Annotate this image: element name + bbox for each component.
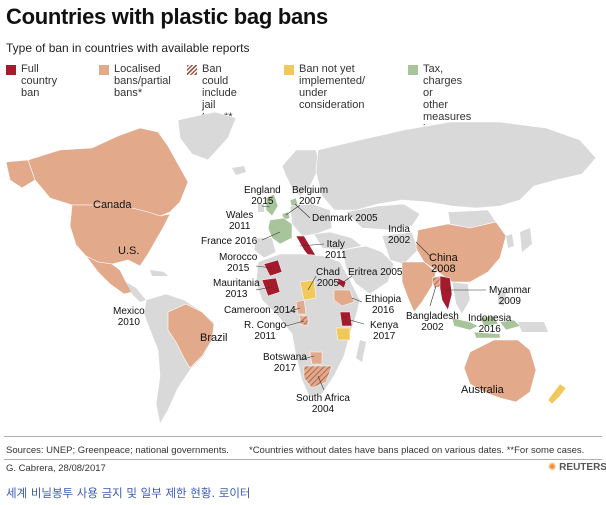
- iberia: [253, 237, 277, 259]
- iceland: [232, 166, 246, 175]
- botswana: [309, 351, 323, 365]
- not-yet-swatch: [284, 65, 294, 75]
- label-france: France 2016: [201, 236, 258, 247]
- label-rcongo: R. Congo 2011: [244, 320, 287, 342]
- label-indonesia: Indonesia 2016: [468, 313, 512, 335]
- label-denmark: Denmark 2005: [312, 213, 378, 224]
- photo-caption: 세계 비닐봉투 사용 금지 및 일부 제한 현황. 로이터: [6, 486, 251, 500]
- label-us: U.S.: [118, 245, 140, 257]
- label-india: India 2002: [388, 224, 411, 246]
- localised-swatch: [99, 65, 109, 75]
- world-map: [5, 111, 597, 425]
- footnote: *Countries without dates have bans place…: [249, 445, 585, 456]
- kazakhstan: [345, 203, 421, 231]
- label-bangladesh: Bangladesh 2002: [406, 311, 459, 333]
- scandinavia: [281, 149, 321, 197]
- label-south-africa: South Africa 2004: [296, 393, 350, 415]
- label-botswana: Botswana 2017: [263, 352, 307, 374]
- label-kenya: Kenya 2017: [370, 320, 399, 342]
- reuters-wordmark: REUTERS: [559, 462, 606, 473]
- label-australia: Australia: [461, 384, 504, 396]
- label-myanmar: Myanmar 2009: [489, 285, 531, 307]
- graphic-credit: G. Cabrera, 28/08/2017: [6, 463, 106, 474]
- map-subtitle: Type of ban in countries with available …: [6, 41, 250, 55]
- brazil: [167, 303, 215, 369]
- new-guinea: [518, 322, 548, 332]
- legend-label: Ban not yet implemented/ under considera…: [299, 63, 366, 111]
- australia: [463, 339, 537, 403]
- uk: [265, 193, 279, 217]
- greenland: [177, 111, 237, 161]
- cameroon: [295, 299, 307, 315]
- label-ethiopia: Ethiopia 2016: [365, 294, 402, 316]
- korea-japan: [506, 228, 532, 252]
- label-china: China 2008: [429, 252, 458, 275]
- madagascar: [356, 340, 366, 362]
- label-eritrea: Eritrea 2005: [348, 267, 403, 278]
- reuters-mark-icon: ✺: [548, 462, 557, 473]
- legend-label: Full country ban: [21, 63, 58, 99]
- tanzania: [335, 327, 351, 341]
- jail-hatch-swatch: [187, 65, 197, 75]
- label-morocco: Morocco 2015: [219, 252, 258, 274]
- usa: [69, 204, 171, 267]
- label-canada: Canada: [93, 199, 132, 211]
- sources-note: Sources: UNEP; Greenpeace; national gove…: [6, 445, 229, 456]
- kenya: [339, 311, 353, 327]
- map-title: Countries with plastic bag bans: [6, 4, 328, 29]
- legend-label: Localised bans/partial bans*: [114, 63, 171, 99]
- southeast-asia: [451, 281, 471, 315]
- russia: [315, 121, 597, 211]
- iran-afg: [381, 231, 419, 265]
- morocco: [263, 259, 283, 277]
- label-cameroon: Cameroon 2014: [224, 305, 296, 316]
- full-ban-swatch: [6, 65, 16, 75]
- label-chad: Chad 2005: [316, 267, 340, 289]
- label-brazil: Brazil: [200, 332, 228, 344]
- caribbean: [150, 270, 168, 276]
- reuters-logo: ✺ REUTERS: [548, 462, 606, 473]
- label-wales: Wales 2011: [226, 210, 254, 232]
- middle-east: [341, 245, 395, 295]
- label-mauritania: Mauritania 2013: [213, 278, 260, 300]
- france: [267, 217, 293, 245]
- label-belgium: Belgium 2007: [292, 185, 329, 207]
- ethiopia: [333, 289, 355, 307]
- credit-divider: [4, 459, 602, 460]
- label-england: England 2015: [244, 185, 281, 207]
- central-europe: [289, 203, 333, 237]
- footer-divider: [4, 436, 602, 437]
- label-mexico: Mexico 2010: [113, 306, 145, 328]
- india: [401, 261, 437, 313]
- balkans-turkey: [313, 231, 363, 251]
- indonesia: [451, 315, 521, 339]
- label-italy: Italy 2011: [325, 239, 347, 261]
- south-africa: [303, 365, 333, 389]
- philippines: [498, 290, 506, 306]
- myanmar: [439, 275, 453, 311]
- leader-lines: [255, 203, 486, 391]
- central-america: [126, 282, 146, 302]
- new-zealand: [547, 383, 567, 405]
- alaska: [5, 159, 36, 189]
- tax-swatch: [408, 65, 418, 75]
